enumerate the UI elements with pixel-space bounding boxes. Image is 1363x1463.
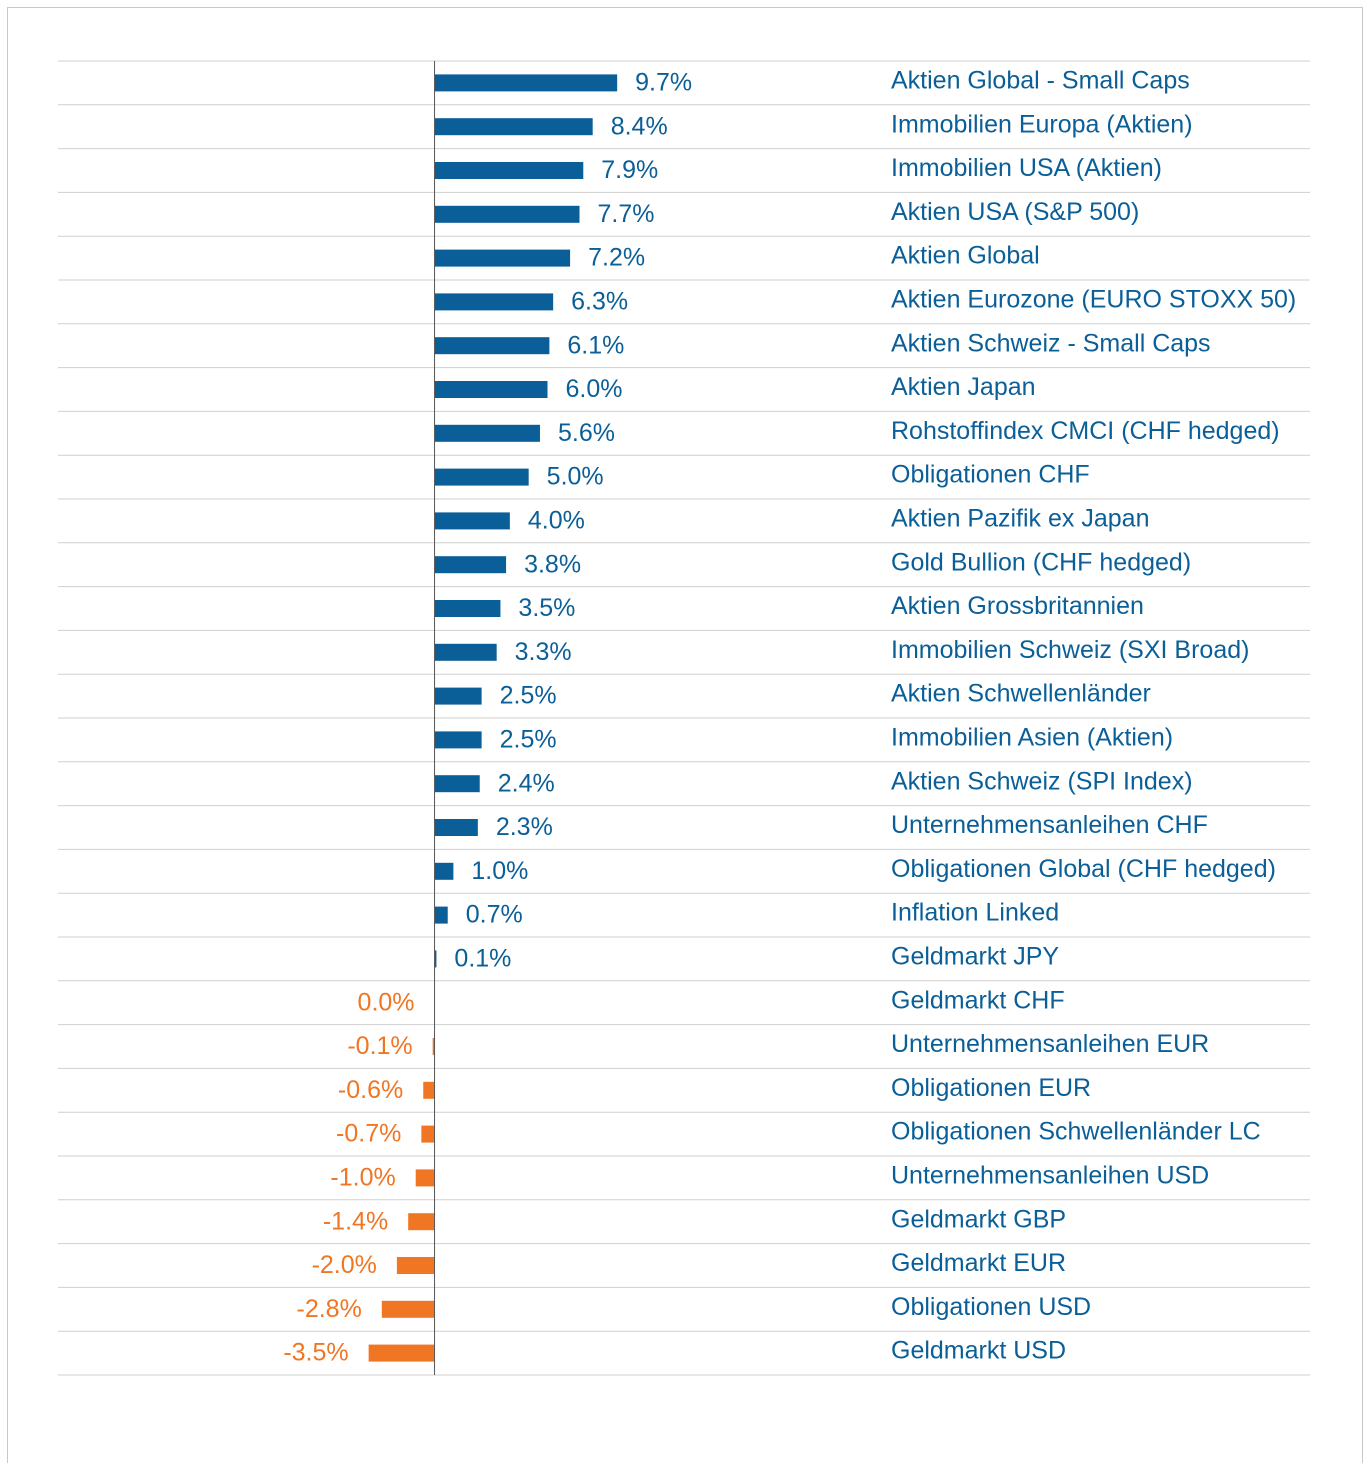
bar <box>381 1300 435 1318</box>
category-label: Aktien Global <box>891 242 1040 270</box>
value-label: -0.1% <box>347 1032 412 1060</box>
bar <box>421 1125 435 1143</box>
bar <box>434 819 478 836</box>
value-label: 1.0% <box>471 857 528 885</box>
category-label: Aktien Schwellenländer <box>891 680 1151 708</box>
bar <box>434 950 437 968</box>
value-label: 9.7% <box>635 69 692 97</box>
bar <box>434 162 584 179</box>
category-label: Obligationen USD <box>891 1293 1091 1321</box>
bar <box>415 1169 435 1187</box>
value-label: 2.5% <box>500 726 557 754</box>
bar <box>396 1257 435 1274</box>
category-label: Inflation Linked <box>891 899 1059 927</box>
category-label: Aktien Pazifik ex Japan <box>891 505 1149 533</box>
value-label: 5.0% <box>547 463 604 491</box>
category-label: Obligationen EUR <box>891 1074 1091 1102</box>
bar <box>434 775 480 793</box>
category-label: Aktien Grossbritannien <box>891 592 1144 620</box>
category-label: Unternehmensanleihen CHF <box>891 811 1208 839</box>
bar <box>434 337 550 355</box>
bar <box>434 293 554 311</box>
value-label: -2.0% <box>312 1251 377 1279</box>
category-label: Obligationen Global (CHF hedged) <box>891 855 1276 883</box>
bar <box>434 512 510 530</box>
value-label: 6.0% <box>566 375 623 403</box>
bar <box>434 118 593 136</box>
category-label: Aktien Schweiz - Small Caps <box>891 329 1211 357</box>
category-label: Gold Bullion (CHF hedged) <box>891 548 1191 576</box>
bar <box>434 205 580 223</box>
value-label: 4.0% <box>528 507 585 535</box>
bar <box>434 424 540 442</box>
category-label: Obligationen Schwellenländer LC <box>891 1118 1261 1146</box>
bar <box>434 249 571 267</box>
category-label: Immobilien USA (Aktien) <box>891 154 1162 182</box>
value-label: 7.2% <box>588 244 645 272</box>
bar <box>434 731 482 749</box>
bar <box>434 600 501 617</box>
category-label: Unternehmensanleihen EUR <box>891 1030 1209 1058</box>
value-label: 0.1% <box>454 945 511 973</box>
category-label: Rohstoffindex CMCI (CHF hedged) <box>891 417 1280 445</box>
value-label: 3.5% <box>518 594 575 622</box>
bar <box>368 1344 435 1362</box>
category-label: Immobilien Schweiz (SXI Broad) <box>891 636 1249 664</box>
category-label: Geldmarkt USD <box>891 1337 1066 1365</box>
bar <box>434 906 448 924</box>
value-label: -1.0% <box>330 1164 395 1192</box>
value-label: 0.0% <box>358 988 415 1016</box>
value-label: 2.3% <box>496 813 553 841</box>
category-label: Geldmarkt CHF <box>891 986 1065 1014</box>
bar <box>434 381 548 398</box>
bar <box>434 643 497 661</box>
value-label: 5.6% <box>558 419 615 447</box>
category-label: Immobilien Europa (Aktien) <box>891 110 1193 138</box>
category-label: Geldmarkt EUR <box>891 1249 1066 1277</box>
value-label: 7.7% <box>598 200 655 228</box>
value-label: -1.4% <box>323 1207 388 1235</box>
value-label: 7.9% <box>601 156 658 184</box>
value-label: -0.6% <box>338 1076 403 1104</box>
value-label: -3.5% <box>283 1339 348 1367</box>
bar <box>434 74 618 92</box>
category-label: Obligationen CHF <box>891 461 1090 489</box>
bar <box>434 687 482 705</box>
value-label: 2.5% <box>500 682 557 710</box>
value-label: -2.8% <box>297 1295 362 1323</box>
value-label: 0.7% <box>466 901 523 929</box>
category-label: Aktien Global - Small Caps <box>891 67 1190 95</box>
category-label: Unternehmensanleihen USD <box>891 1162 1209 1190</box>
value-label: 6.1% <box>567 331 624 359</box>
category-label: Aktien USA (S&P 500) <box>891 198 1139 226</box>
value-label: 8.4% <box>611 112 668 140</box>
value-label: 3.3% <box>515 638 572 666</box>
value-label: 2.4% <box>498 769 555 797</box>
bar <box>423 1081 435 1099</box>
value-label: -0.7% <box>336 1120 401 1148</box>
value-label: 6.3% <box>571 288 628 316</box>
category-label: Geldmarkt GBP <box>891 1205 1066 1233</box>
bar <box>434 556 507 574</box>
category-label: Aktien Japan <box>891 373 1036 401</box>
bar <box>408 1213 435 1231</box>
category-label: Aktien Eurozone (EURO STOXX 50) <box>891 286 1296 314</box>
value-label: 3.8% <box>524 550 581 578</box>
category-label: Geldmarkt JPY <box>891 943 1059 971</box>
bar <box>434 862 454 880</box>
bar <box>432 1038 435 1055</box>
category-label: Immobilien Asien (Aktien) <box>891 724 1173 752</box>
category-label: Aktien Schweiz (SPI Index) <box>891 767 1193 795</box>
bar <box>434 468 529 486</box>
